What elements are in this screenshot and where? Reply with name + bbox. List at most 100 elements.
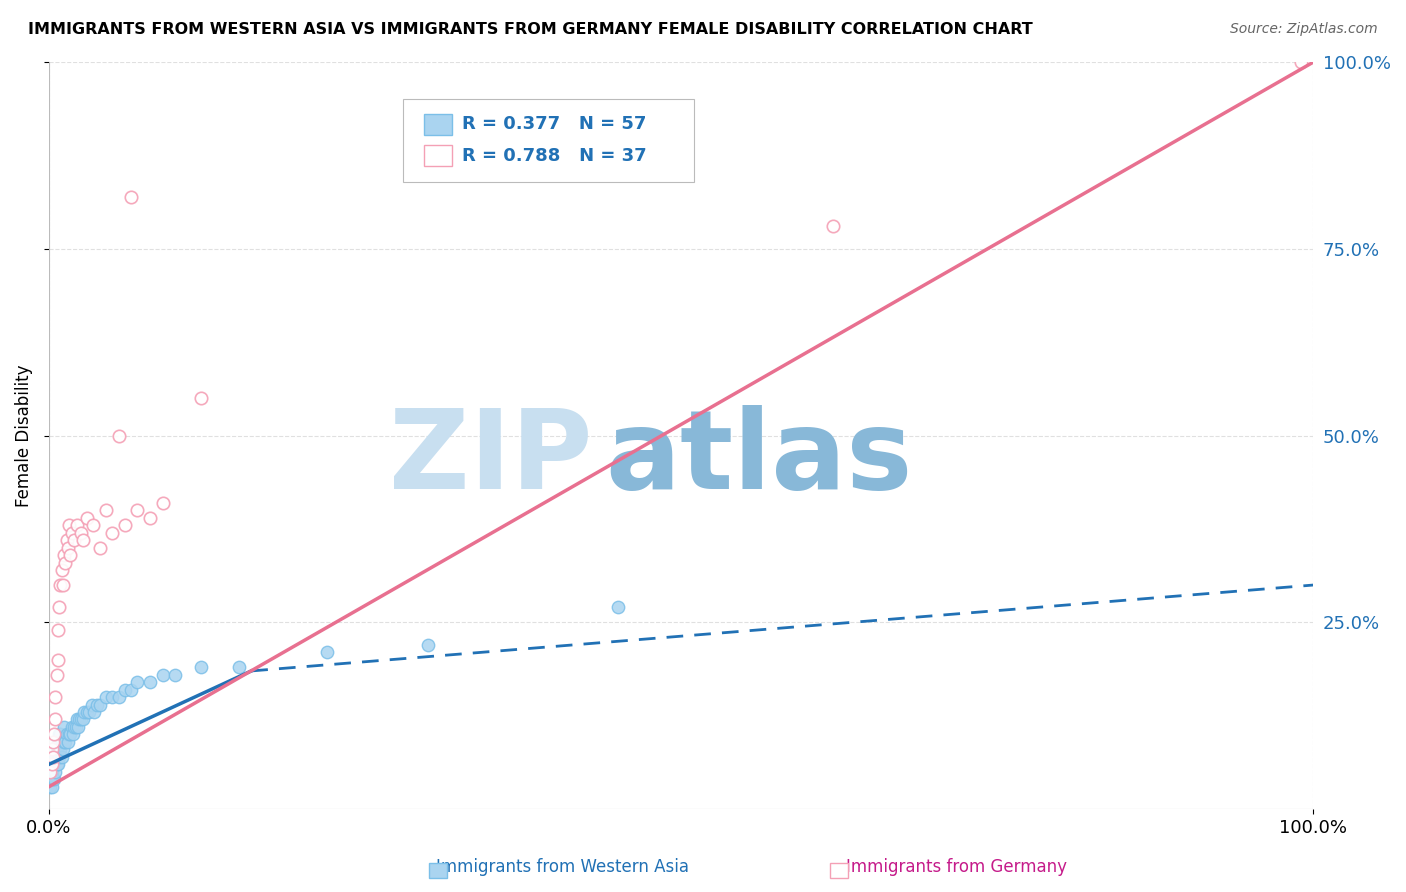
Point (101, 690, 124, 704)
Point (60, 720, 83, 734)
Text: R = 0.788   N = 37: R = 0.788 N = 37 (463, 146, 647, 164)
Point (59, 548, 82, 562)
Point (101, 525, 124, 540)
Point (42, 735, 65, 749)
Y-axis label: Female Disability: Female Disability (15, 365, 32, 507)
Point (76, 705, 98, 719)
Point (67, 713, 90, 727)
Point (76, 511, 98, 525)
Point (46, 735, 69, 749)
Point (72, 533, 94, 548)
Point (41, 764, 63, 779)
Point (56, 541, 79, 555)
FancyBboxPatch shape (404, 100, 693, 182)
Point (51, 563, 73, 577)
Point (107, 690, 129, 704)
Point (41, 742, 63, 756)
Point (606, 600, 628, 615)
Point (44, 764, 66, 779)
Point (65, 720, 87, 734)
Point (55, 556, 77, 570)
Point (41, 780, 63, 794)
Point (45, 742, 67, 756)
Point (45, 667, 67, 681)
Point (139, 511, 162, 525)
Text: Source: ZipAtlas.com: Source: ZipAtlas.com (1230, 22, 1378, 37)
Point (49, 578, 72, 592)
Point (82, 518, 104, 533)
Point (80, 698, 103, 712)
Text: Immigrants from Western Asia: Immigrants from Western Asia (436, 858, 689, 876)
Point (63, 720, 86, 734)
Point (83, 705, 105, 719)
Point (89, 541, 111, 555)
Point (51, 749, 73, 764)
Point (51, 735, 73, 749)
Point (1289, 55, 1312, 70)
Text: IMMIGRANTS FROM WESTERN ASIA VS IMMIGRANTS FROM GERMANY FEMALE DISABILITY CORREL: IMMIGRANTS FROM WESTERN ASIA VS IMMIGRAN… (28, 22, 1033, 37)
Point (316, 645, 339, 659)
Point (58, 518, 80, 533)
Point (46, 653, 69, 667)
Point (44, 749, 66, 764)
Point (69, 713, 91, 727)
Point (190, 660, 212, 674)
Point (55, 533, 77, 548)
Point (120, 682, 142, 697)
Point (48, 727, 70, 741)
Point (127, 503, 149, 517)
Point (42, 749, 65, 764)
Point (152, 667, 174, 681)
Text: R = 0.377   N = 57: R = 0.377 N = 57 (463, 115, 647, 133)
Point (45, 757, 67, 772)
Point (60, 525, 83, 540)
Point (72, 713, 94, 727)
Point (42, 772, 65, 787)
Point (49, 727, 72, 741)
Point (56, 735, 79, 749)
Point (66, 713, 89, 727)
Point (73, 705, 96, 719)
Bar (425, 113, 453, 135)
Point (41, 757, 63, 772)
Point (107, 428, 129, 442)
Point (69, 525, 91, 540)
Point (39, 764, 62, 779)
Point (53, 548, 76, 562)
Point (42, 749, 65, 764)
Point (79, 705, 101, 719)
Point (114, 518, 136, 533)
Point (58, 727, 80, 741)
Point (55, 727, 77, 741)
Point (52, 742, 75, 756)
Point (63, 533, 86, 548)
Point (44, 713, 66, 727)
Point (821, 219, 844, 234)
Point (94, 690, 117, 704)
Text: Immigrants from Germany: Immigrants from Germany (845, 858, 1067, 876)
Point (120, 189, 142, 203)
Point (418, 638, 440, 652)
Point (165, 667, 187, 681)
Point (190, 392, 212, 406)
Point (55, 735, 77, 749)
Point (42, 757, 65, 772)
Point (89, 698, 111, 712)
Point (62, 727, 84, 741)
Point (86, 698, 108, 712)
Point (48, 749, 70, 764)
Point (152, 496, 174, 510)
Point (52, 578, 75, 592)
Point (139, 675, 162, 690)
Point (48, 600, 70, 615)
Point (49, 742, 72, 756)
Point (228, 660, 250, 674)
Point (39, 780, 62, 794)
Text: ZIP: ZIP (389, 405, 592, 511)
Bar (425, 145, 453, 166)
Text: atlas: atlas (605, 405, 912, 511)
Point (94, 503, 117, 517)
Point (59, 727, 82, 741)
Point (114, 682, 136, 697)
Point (42, 727, 65, 741)
